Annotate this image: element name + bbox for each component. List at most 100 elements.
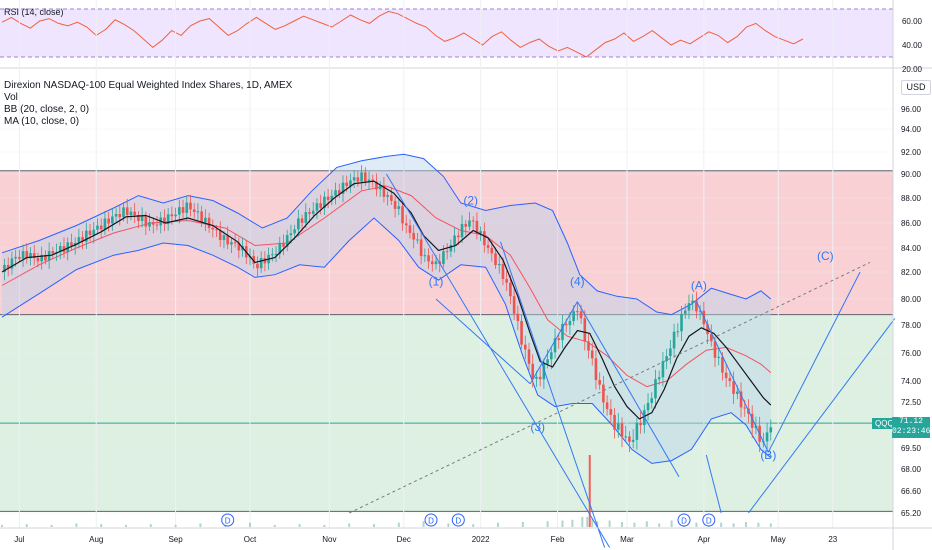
candle-body	[386, 195, 389, 197]
candle-body	[207, 217, 211, 228]
current-price-countdown: 02:23:46	[892, 427, 931, 436]
candle-body	[605, 402, 609, 410]
candle-body	[542, 363, 546, 380]
candle-body	[698, 310, 702, 312]
candle-body	[721, 356, 724, 373]
candle-body	[561, 323, 564, 341]
candle-body	[423, 255, 427, 257]
indicator-bb[interactable]: BB (20, close, 2, 0)	[4, 104, 90, 115]
volume-bar	[658, 523, 661, 527]
wave-label: (B)	[760, 448, 776, 462]
rsi-band	[0, 9, 893, 57]
candle-body	[483, 231, 486, 246]
channel-line-1	[385, 173, 611, 548]
candle-body	[163, 217, 166, 225]
candle-body	[550, 352, 553, 360]
volume-bar	[199, 523, 202, 527]
volume-bar	[373, 524, 375, 527]
time-tick-label: Dec	[397, 535, 411, 544]
candle-body	[218, 230, 222, 241]
dividend-label: D	[428, 517, 434, 526]
candle-body	[616, 423, 620, 430]
candle-body	[174, 214, 177, 217]
candle-body	[538, 376, 542, 380]
indicator-vol[interactable]: Vol	[4, 92, 18, 103]
candle-body	[494, 253, 497, 266]
volume-bar	[571, 519, 574, 527]
candle-body	[77, 237, 81, 243]
wave-label: (C)	[817, 249, 834, 263]
candle-body	[445, 251, 449, 253]
candle-body	[155, 224, 159, 226]
volume-bar	[745, 521, 747, 527]
candle-body	[535, 376, 538, 379]
price-tick-label: 84.00	[901, 244, 922, 253]
price-tick-label: 66.60	[901, 487, 922, 496]
candle-body	[341, 182, 345, 194]
candle-body	[669, 348, 672, 357]
candle-body	[457, 235, 460, 238]
candle-body	[408, 225, 412, 233]
candle-body	[427, 255, 430, 262]
candle-body	[319, 203, 322, 208]
indicator-ma[interactable]: MA (10, close, 0)	[4, 116, 80, 127]
volume-bar	[757, 522, 760, 527]
price-tick-label: 96.00	[901, 105, 922, 114]
candle-body	[471, 220, 475, 222]
chart-title: Direxion NASDAQ-100 Equal Weighted Index…	[4, 80, 293, 91]
candle-body	[568, 320, 572, 326]
volume-bar	[323, 524, 326, 527]
channel-line-2	[435, 298, 531, 385]
candle-body	[18, 256, 21, 259]
candle-body	[713, 341, 717, 358]
price-tick-label: 74.00	[901, 377, 922, 386]
bollinger-fill	[2, 154, 771, 464]
candle-body	[311, 210, 315, 214]
candle-body	[393, 200, 397, 209]
candle-body	[769, 427, 773, 433]
volume-bar	[588, 455, 591, 527]
candle-body	[598, 380, 601, 385]
dividend-label: D	[225, 517, 231, 526]
price-tick-label: 94.00	[901, 125, 922, 134]
dividend-marker	[702, 513, 716, 527]
candle-body	[635, 422, 639, 440]
price-tick-label: 72.50	[901, 398, 922, 407]
volume-bar	[348, 523, 351, 527]
rsi-tick-label: 20.00	[902, 65, 923, 74]
candle-body	[695, 300, 698, 312]
candle-body	[583, 318, 587, 342]
candle-body	[736, 391, 739, 394]
candle-body	[475, 220, 479, 234]
candle-body	[382, 185, 386, 197]
candle-body	[96, 225, 99, 230]
volume-bar	[633, 522, 636, 527]
price-tick-label: 92.00	[901, 148, 922, 157]
candle-body	[602, 384, 605, 403]
candle-body	[29, 253, 32, 259]
candle-body	[709, 334, 713, 342]
rsi-line	[1, 10, 804, 58]
candle-body	[650, 398, 654, 403]
candle-body	[330, 195, 334, 200]
candle-body	[103, 218, 107, 230]
candle-body	[416, 239, 419, 241]
candle-body	[434, 261, 438, 265]
dividend-marker	[677, 513, 691, 527]
currency-label[interactable]: USD	[901, 80, 931, 95]
candle-body	[579, 311, 583, 319]
time-tick-label: Oct	[244, 535, 257, 544]
candle-body	[189, 202, 192, 210]
volume-bar	[472, 524, 475, 527]
time-tick-label: Jul	[14, 535, 24, 544]
volume-bar	[249, 522, 251, 527]
volume-bar	[621, 521, 623, 527]
volume-bar	[586, 516, 589, 527]
candle-body	[680, 313, 683, 332]
candle-body	[378, 185, 382, 190]
candle-body	[460, 223, 464, 238]
candle-body	[10, 258, 14, 269]
candle-body	[289, 233, 293, 236]
candle-body	[256, 263, 259, 269]
